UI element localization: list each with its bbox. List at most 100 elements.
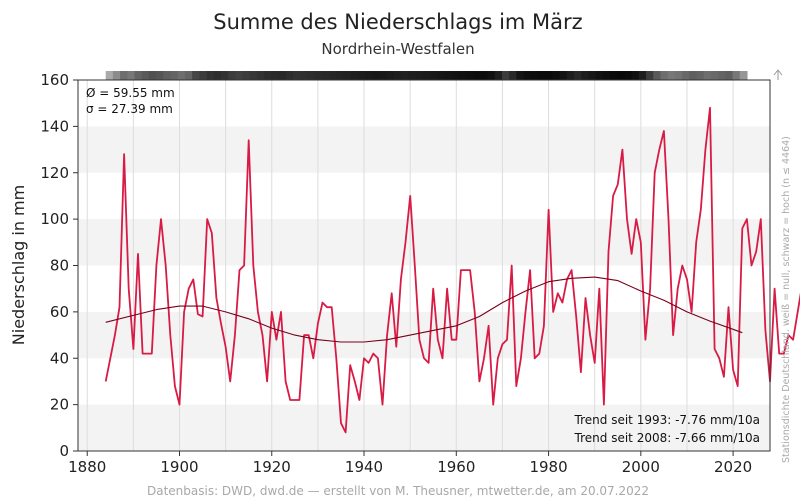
chart-subtitle: Nordrhein-Westfalen	[321, 40, 474, 58]
density-cell	[213, 71, 222, 80]
density-cell	[401, 71, 409, 80]
y-tick-label: 140	[40, 117, 69, 135]
x-tick-label: 2000	[622, 458, 660, 476]
density-cell	[509, 71, 517, 80]
density-cell	[300, 71, 309, 80]
density-cell	[682, 71, 690, 80]
density-cell	[473, 71, 481, 80]
density-cell	[674, 71, 683, 80]
density-cell	[530, 71, 539, 80]
density-cell	[581, 71, 590, 80]
density-cell	[271, 71, 280, 80]
x-tick-label: 1940	[345, 458, 383, 476]
trend-2008-label: Trend seit 2008: -7.66 mm/10a	[574, 431, 760, 445]
y-axis-ticks: 0 20 40 60 80 100 120 140 160	[40, 71, 78, 460]
station-density-bar	[105, 71, 748, 80]
density-cell	[307, 71, 316, 80]
trend-line	[105, 276, 743, 343]
density-cell	[523, 71, 532, 80]
x-tick-label: 1980	[529, 458, 567, 476]
density-cell	[480, 71, 489, 80]
density-cell	[545, 71, 553, 80]
vertical-gridlines	[86, 80, 734, 451]
density-cell	[437, 71, 445, 80]
x-tick-label: 1880	[68, 458, 106, 476]
density-cell	[660, 71, 669, 80]
background-bands	[78, 126, 770, 451]
density-cell	[329, 71, 337, 80]
y-tick-label: 80	[50, 257, 69, 275]
density-cell	[566, 71, 575, 80]
y-tick-label: 100	[40, 210, 69, 228]
density-cell	[631, 71, 640, 80]
density-cell	[148, 71, 157, 80]
density-cell	[256, 71, 265, 80]
density-cell	[336, 71, 345, 80]
density-cell	[595, 71, 604, 80]
density-cell	[610, 71, 618, 80]
density-cell	[184, 71, 193, 80]
y-tick-label: 0	[59, 442, 69, 460]
density-cell	[199, 71, 208, 80]
y-tick-label: 120	[40, 164, 69, 182]
density-cell	[285, 71, 294, 80]
chart-title: Summe des Niederschlags im März	[213, 10, 582, 34]
density-cell	[163, 71, 172, 80]
density-cell	[718, 71, 726, 80]
x-axis-ticks: 1880 1900 1920 1940 1960 1980 2000 2020	[68, 451, 752, 476]
density-cell	[206, 71, 215, 80]
density-cell	[120, 71, 128, 80]
density-cell	[588, 71, 597, 80]
mean-stat: Ø = 59.55 mm	[86, 86, 175, 100]
density-cell	[465, 71, 474, 80]
density-cell	[105, 71, 114, 80]
density-cell	[249, 71, 258, 80]
density-cell	[177, 71, 186, 80]
density-cell	[379, 71, 388, 80]
density-cell	[365, 71, 373, 80]
band-0	[78, 404, 770, 451]
density-cell	[516, 71, 525, 80]
band-120	[78, 126, 770, 173]
density-cell	[192, 71, 200, 80]
density-legend: Stationsdichte Deutschland. weiß = null,…	[781, 136, 792, 463]
density-cell	[602, 71, 611, 80]
density-cell	[343, 71, 352, 80]
density-cell	[228, 71, 236, 80]
density-cell	[646, 71, 654, 80]
density-legend-arrow-icon	[773, 69, 783, 80]
density-cell	[141, 71, 150, 80]
y-tick-label: 60	[50, 303, 69, 321]
density-cell	[264, 71, 272, 80]
density-cell	[314, 71, 323, 80]
density-cell	[170, 71, 179, 80]
series-layer	[104, 106, 800, 434]
density-cell	[127, 71, 136, 80]
density-cell	[501, 71, 510, 80]
x-tick-label: 2020	[714, 458, 752, 476]
density-cell	[732, 71, 741, 80]
density-cell	[703, 71, 712, 80]
density-cell	[444, 71, 453, 80]
trend-1993-label: Trend seit 1993: -7.76 mm/10a	[574, 413, 760, 427]
y-axis-label: Niederschlag in mm	[9, 185, 28, 345]
density-cell	[386, 71, 395, 80]
density-cell	[552, 71, 561, 80]
precipitation-line	[104, 106, 800, 434]
x-tick-label: 1900	[160, 458, 198, 476]
density-cell	[494, 71, 503, 80]
density-cell	[422, 71, 431, 80]
density-cell	[220, 71, 229, 80]
footer-credit: Datenbasis: DWD, dwd.de — erstellt von M…	[147, 484, 649, 498]
density-cell	[653, 71, 662, 80]
density-cell	[667, 71, 676, 80]
band-40	[78, 311, 770, 359]
y-tick-label: 40	[50, 349, 69, 367]
density-cell	[372, 71, 381, 80]
density-cell	[689, 71, 698, 80]
density-cell	[458, 71, 467, 80]
y-tick-label: 160	[40, 71, 69, 89]
density-cell	[350, 71, 359, 80]
density-cell	[293, 71, 301, 80]
